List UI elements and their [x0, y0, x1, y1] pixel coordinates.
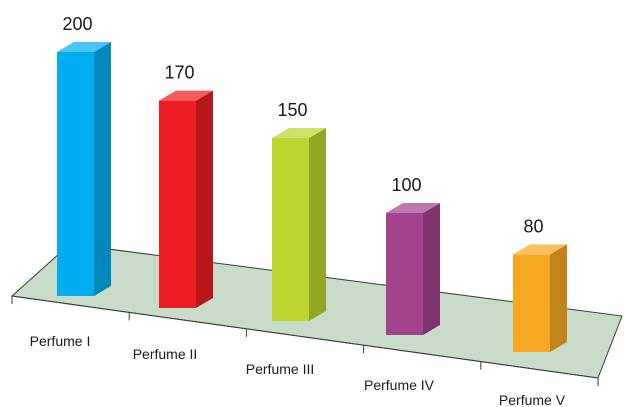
bar-front	[159, 100, 196, 308]
data-label: 150	[277, 100, 307, 120]
bar-top	[57, 42, 111, 52]
bar	[272, 128, 326, 321]
category-label: Perfume V	[499, 392, 566, 407]
category-label: Perfume II	[133, 346, 198, 362]
data-label: 100	[391, 175, 421, 195]
bar	[513, 244, 567, 352]
category-axis: Perfume I Perfume II Perfume III Perfume IV…	[30, 333, 566, 407]
bar-top	[272, 128, 326, 138]
category-label: Perfume III	[246, 361, 314, 377]
bar-side	[550, 244, 567, 352]
data-label: 170	[164, 63, 194, 83]
bar-side	[423, 203, 440, 335]
bar-top	[513, 244, 567, 255]
data-label: 200	[62, 14, 92, 34]
bar-front	[386, 213, 423, 335]
bar	[386, 203, 440, 335]
category-label: Perfume I	[30, 333, 91, 349]
category-axis-line	[11, 295, 599, 379]
bar-series	[57, 42, 567, 352]
bar-front	[272, 138, 309, 321]
bar-side	[196, 90, 213, 308]
data-label: 80	[523, 216, 543, 236]
bar-top	[159, 90, 213, 101]
category-label: Perfume IV	[364, 377, 435, 393]
bar-top	[386, 203, 440, 213]
bar	[57, 42, 111, 296]
bar-side	[94, 42, 111, 296]
value-labels: 200 170 150 100 80	[62, 14, 543, 236]
bar	[159, 90, 213, 308]
bar-front	[57, 52, 94, 296]
bar-side	[309, 128, 326, 321]
bar-front	[513, 254, 550, 352]
